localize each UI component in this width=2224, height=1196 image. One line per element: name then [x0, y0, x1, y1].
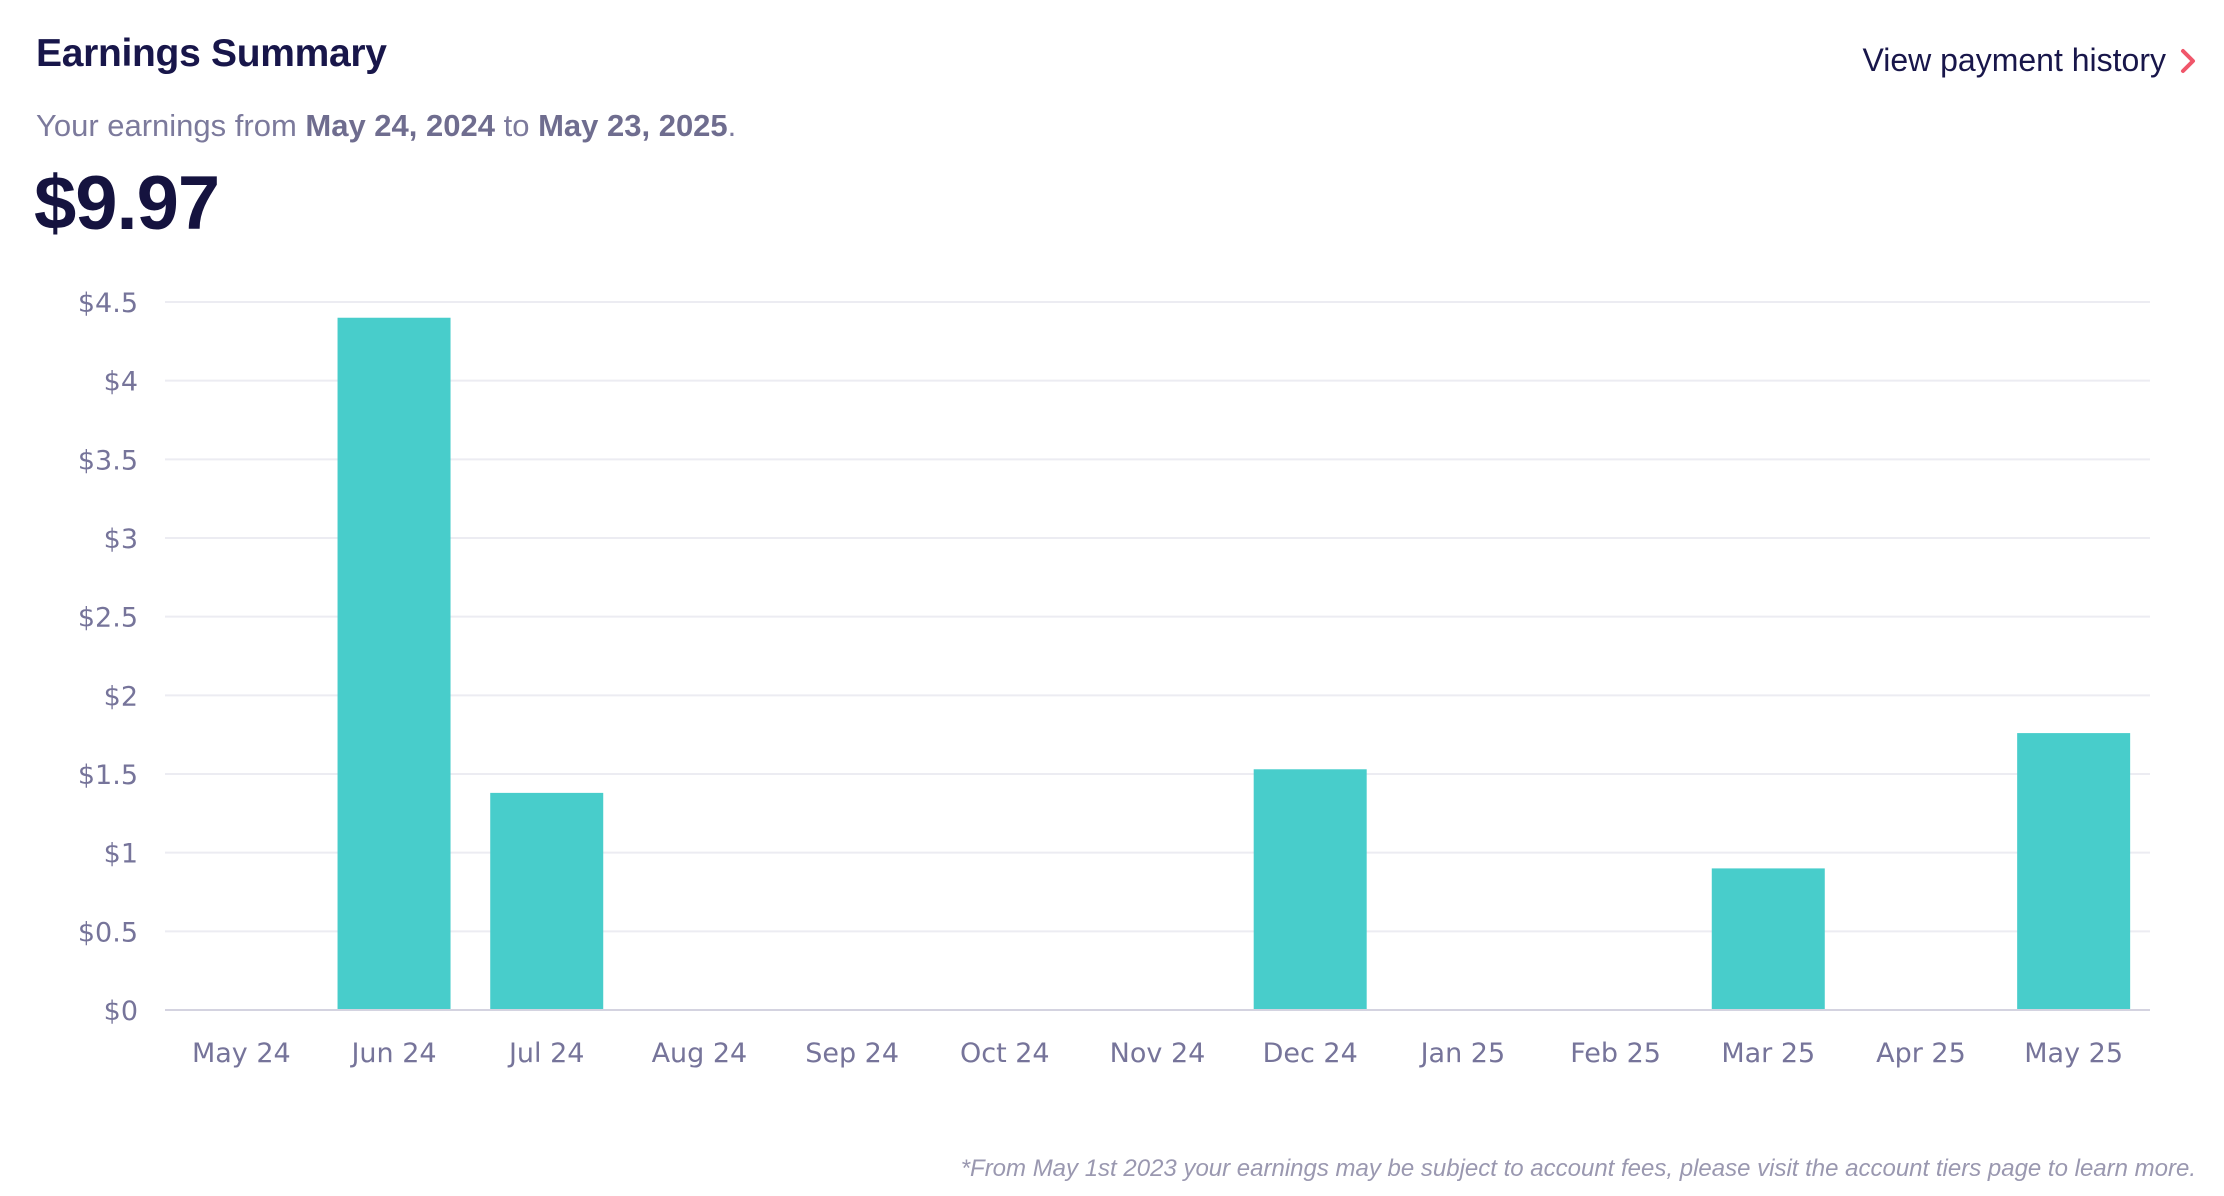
y-tick-label: $2 — [104, 681, 138, 712]
bar-jul-24 — [490, 792, 604, 1010]
x-tick-label: Nov 24 — [1110, 1038, 1206, 1069]
x-tick-label: Apr 25 — [1876, 1038, 1966, 1069]
y-tick-label: $0.5 — [78, 917, 138, 948]
x-tick-label: May 25 — [2024, 1038, 2123, 1069]
x-tick-label: Aug 24 — [652, 1038, 748, 1069]
period-middle: to — [494, 108, 539, 143]
y-tick-label: $4.5 — [78, 288, 138, 319]
y-tick-label: $3 — [104, 524, 138, 555]
chevron-right-icon — [2181, 48, 2195, 73]
total-earnings: $9.97 — [34, 161, 220, 246]
period-prefix: Your earnings from — [36, 108, 306, 143]
x-tick-label: May 24 — [192, 1038, 291, 1069]
y-tick-label: $3.5 — [78, 445, 138, 476]
bar-mar-25 — [1711, 868, 1825, 1010]
y-tick-label: $1 — [104, 839, 138, 870]
x-tick-label: Sep 24 — [805, 1038, 899, 1069]
account-fees-footnote: *From May 1st 2023 your earnings may be … — [960, 1155, 2196, 1182]
y-tick-label: $1.5 — [78, 760, 138, 791]
y-tick-label: $4 — [104, 367, 138, 398]
bar-jun-24 — [337, 317, 451, 1010]
earnings-bar-chart: $0 $0.5 $1 $1.5 $2 $2.5 $3 $3.5 $4 $4.5 May 24 Jun … — [78, 288, 2150, 1069]
period-start-date: May 24, 2024 — [305, 108, 495, 143]
period-end-date: May 23, 2025 — [538, 108, 728, 143]
x-tick-label: Jul 24 — [507, 1038, 585, 1069]
x-tick-label: Mar 25 — [1721, 1038, 1815, 1069]
bar-may-25 — [2017, 733, 2131, 1010]
x-tick-label: Jun 24 — [349, 1038, 436, 1069]
x-tick-label: Jan 25 — [1419, 1038, 1506, 1069]
x-tick-label: Oct 24 — [960, 1038, 1050, 1069]
period-suffix: . — [727, 108, 737, 143]
page-title: Earnings Summary — [36, 32, 387, 75]
bar-dec-24 — [1253, 769, 1367, 1010]
y-tick-label: $2.5 — [78, 603, 138, 634]
y-tick-label: $0 — [104, 996, 138, 1027]
view-payment-history-link[interactable]: View payment history — [1862, 42, 2196, 79]
earnings-period: Your earnings from May 24, 2024 to May 2… — [36, 108, 736, 144]
x-tick-label: Dec 24 — [1263, 1038, 1358, 1069]
x-tick-label: Feb 25 — [1570, 1038, 1661, 1069]
view-payment-history-label: View payment history — [1862, 42, 2166, 78]
